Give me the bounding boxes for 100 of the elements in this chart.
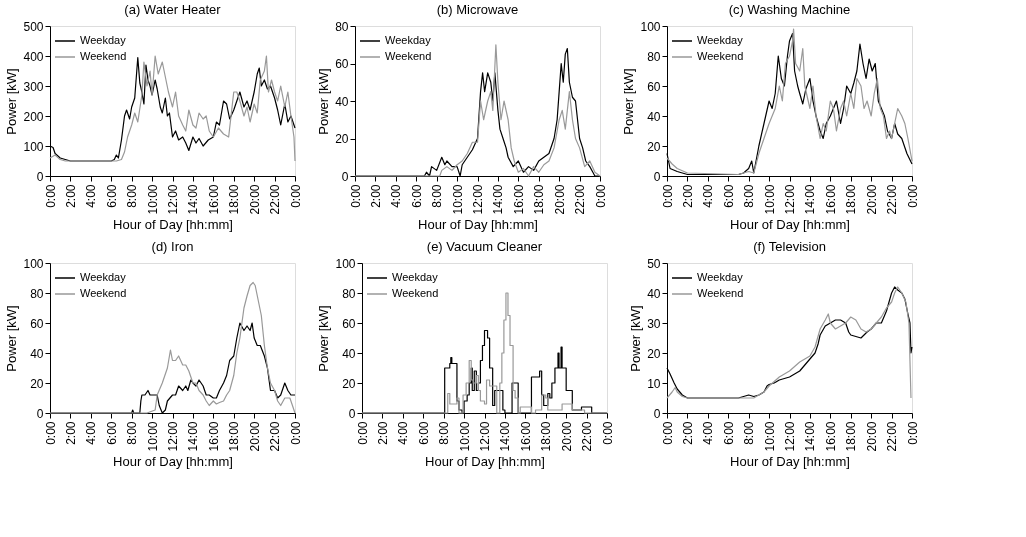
x-axis-title: Hour of Day [hh:mm] bbox=[425, 453, 545, 469]
x-tick-label: 10:00 bbox=[762, 184, 777, 215]
x-tick-label: 0:00 bbox=[355, 421, 370, 445]
y-axis-title: Power [kW] bbox=[621, 68, 637, 135]
y-tick-label: 200 bbox=[23, 109, 44, 124]
x-tick-label: 4:00 bbox=[701, 421, 716, 445]
x-tick-label: 22:00 bbox=[885, 421, 900, 452]
x-tick-label: 12:00 bbox=[166, 184, 180, 215]
y-tick-label: 40 bbox=[342, 346, 356, 361]
x-tick-label: 0:00 bbox=[905, 421, 920, 445]
x-tick-label: 12:00 bbox=[471, 184, 485, 215]
y-tick-label: 20 bbox=[647, 346, 661, 361]
y-tick-label: 40 bbox=[335, 94, 349, 109]
x-tick-label: 10:00 bbox=[450, 184, 465, 215]
x-tick-label: 0:00 bbox=[348, 184, 363, 208]
x-tick-label: 22:00 bbox=[268, 184, 283, 215]
legend-label: Weekend bbox=[697, 287, 744, 299]
x-tick-label: 6:00 bbox=[104, 421, 119, 445]
x-tick-label: 6:00 bbox=[721, 421, 736, 445]
x-tick-label: 20:00 bbox=[552, 184, 567, 215]
legend-label: Weekend bbox=[80, 50, 127, 62]
x-tick-label: 14:00 bbox=[803, 421, 818, 452]
y-tick-label: 100 bbox=[23, 139, 44, 154]
x-tick-label: 18:00 bbox=[227, 421, 242, 452]
x-tick-label: 16:00 bbox=[823, 184, 838, 215]
y-axis-title: Power [kW] bbox=[316, 305, 332, 372]
x-tick-label: 18:00 bbox=[227, 184, 242, 215]
y-tick-label: 0 bbox=[36, 406, 44, 421]
legend-label: Weekday bbox=[385, 34, 432, 46]
x-tick-label: 18:00 bbox=[539, 421, 554, 452]
y-tick-label: 400 bbox=[23, 49, 44, 64]
x-tick-label: 16:00 bbox=[518, 421, 533, 452]
x-tick-label: 10:00 bbox=[145, 184, 160, 215]
y-tick-label: 40 bbox=[30, 346, 44, 361]
chart-title: (e) Vacuum Cleaner bbox=[426, 239, 543, 254]
x-tick-label: 6:00 bbox=[409, 184, 424, 208]
y-tick-label: 20 bbox=[335, 132, 349, 146]
x-tick-label: 16:00 bbox=[511, 184, 526, 215]
x-axis-title: Hour of Day [hh:mm] bbox=[730, 216, 850, 232]
y-tick-label: 60 bbox=[335, 57, 349, 71]
x-tick-label: 0:00 bbox=[593, 184, 608, 208]
x-tick-label: 20:00 bbox=[864, 184, 879, 215]
x-tick-label: 6:00 bbox=[721, 184, 736, 208]
x-tick-label: 8:00 bbox=[125, 184, 140, 208]
chart-title: (c) Washing Machine bbox=[728, 2, 851, 17]
x-tick-label: 4:00 bbox=[389, 184, 404, 208]
x-tick-label: 0:00 bbox=[43, 421, 58, 445]
y-tick-label: 0 bbox=[341, 169, 349, 184]
x-tick-label: 16:00 bbox=[206, 421, 221, 452]
y-tick-label: 0 bbox=[36, 169, 44, 184]
y-axis-title: Power [kW] bbox=[4, 305, 20, 372]
x-tick-label: 6:00 bbox=[104, 184, 119, 208]
x-tick-label: 4:00 bbox=[701, 184, 716, 208]
x-tick-label: 6:00 bbox=[416, 421, 431, 445]
y-tick-label: 500 bbox=[23, 19, 44, 34]
y-tick-label: 50 bbox=[647, 256, 661, 271]
x-tick-label: 0:00 bbox=[288, 421, 303, 445]
x-tick-label: 2:00 bbox=[680, 184, 695, 208]
x-tick-label: 14:00 bbox=[498, 421, 513, 452]
y-tick-label: 20 bbox=[30, 376, 44, 391]
chart-title: (a) Water Heater bbox=[124, 2, 222, 17]
x-tick-label: 20:00 bbox=[559, 421, 574, 452]
x-tick-label: 8:00 bbox=[742, 421, 757, 445]
x-tick-label: 2:00 bbox=[63, 184, 78, 208]
y-tick-label: 20 bbox=[647, 139, 661, 154]
y-tick-label: 60 bbox=[647, 79, 661, 94]
x-tick-label: 20:00 bbox=[247, 184, 262, 215]
y-tick-label: 100 bbox=[640, 19, 661, 34]
legend-label: Weekday bbox=[80, 271, 127, 283]
x-tick-label: 16:00 bbox=[823, 421, 838, 452]
y-tick-label: 100 bbox=[23, 256, 44, 271]
x-tick-label: 0:00 bbox=[905, 184, 920, 208]
legend-label: Weekday bbox=[80, 34, 127, 46]
x-tick-label: 0:00 bbox=[43, 184, 58, 208]
chart-title: (b) Microwave bbox=[436, 2, 519, 17]
x-tick-label: 22:00 bbox=[885, 184, 900, 215]
y-tick-label: 0 bbox=[653, 406, 661, 421]
x-tick-label: 20:00 bbox=[247, 421, 262, 452]
x-tick-label: 12:00 bbox=[783, 421, 797, 452]
x-tick-label: 4:00 bbox=[84, 421, 99, 445]
x-tick-label: 2:00 bbox=[368, 184, 383, 208]
y-tick-label: 80 bbox=[30, 286, 44, 301]
y-tick-label: 60 bbox=[30, 316, 44, 331]
x-tick-label: 8:00 bbox=[125, 421, 140, 445]
x-axis-title: Hour of Day [hh:mm] bbox=[418, 216, 538, 232]
legend-label: Weekend bbox=[80, 287, 127, 299]
x-axis-title: Hour of Day [hh:mm] bbox=[113, 216, 233, 232]
x-tick-label: 18:00 bbox=[844, 421, 859, 452]
y-tick-label: 40 bbox=[647, 109, 661, 124]
chart-title: (d) Iron bbox=[151, 239, 194, 254]
x-tick-label: 22:00 bbox=[573, 184, 588, 215]
x-tick-label: 4:00 bbox=[396, 421, 411, 445]
y-tick-label: 0 bbox=[348, 406, 356, 421]
x-tick-label: 14:00 bbox=[186, 184, 201, 215]
y-tick-label: 40 bbox=[647, 286, 661, 301]
x-tick-label: 18:00 bbox=[844, 184, 859, 215]
x-tick-label: 12:00 bbox=[166, 421, 180, 452]
x-tick-label: 0:00 bbox=[600, 421, 615, 445]
x-tick-label: 2:00 bbox=[375, 421, 390, 445]
legend-label: Weekday bbox=[697, 271, 744, 283]
